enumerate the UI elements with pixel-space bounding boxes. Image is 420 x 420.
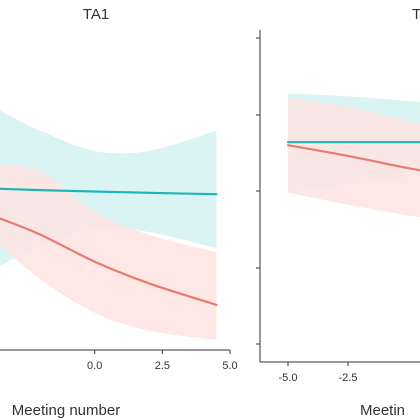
- right-series-lines: [286, 141, 420, 172]
- right-x-tick-label-0: -5.0: [279, 372, 298, 384]
- left-line-series-1: [0, 217, 218, 306]
- panel-ta1: 0.0 2.5 5.0 TA1 Meeting number: [0, 6, 238, 419]
- left-band-series-1: [0, 164, 217, 340]
- left-series-lines: [0, 187, 218, 306]
- panel-right: -5.0 -2.5 T Meetin: [256, 6, 420, 419]
- left-x-axis-title: Meeting number: [12, 402, 120, 419]
- left-confidence-bands: [0, 110, 217, 340]
- right-panel-title: T: [412, 6, 420, 23]
- left-x-tick-label-0: 0.0: [87, 360, 102, 372]
- left-panel-title: TA1: [83, 6, 109, 23]
- right-x-ticks: -5.0 -2.5: [279, 362, 358, 384]
- right-x-tick-label-1: -2.5: [339, 372, 358, 384]
- left-x-tick-label-1: 2.5: [155, 360, 170, 372]
- right-y-ticks: [256, 37, 260, 345]
- right-x-axis-title: Meetin: [360, 402, 405, 419]
- left-x-ticks: 0.0 2.5 5.0: [87, 350, 238, 372]
- left-line-series-0: [0, 187, 218, 196]
- right-line-series-1: [286, 144, 420, 172]
- left-x-tick-label-2: 5.0: [222, 360, 237, 372]
